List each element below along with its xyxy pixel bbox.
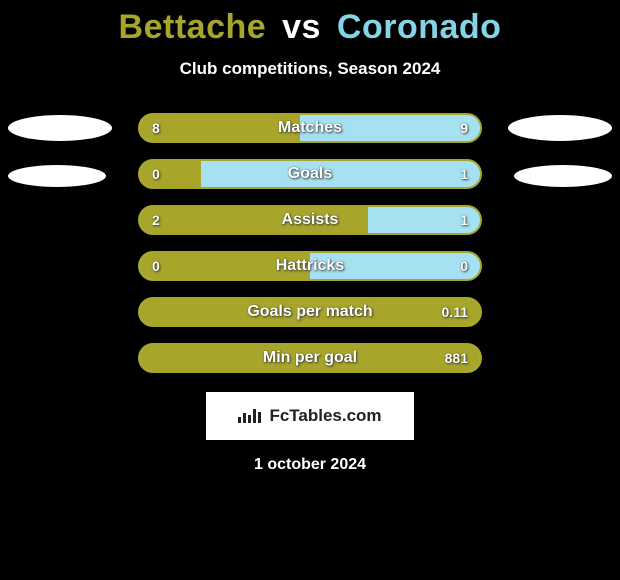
- stat-bar-left-fill: [140, 207, 368, 233]
- stat-row: Goals01: [0, 159, 620, 189]
- stat-right-value: 0: [460, 258, 468, 274]
- stat-bar-left-fill: [140, 299, 480, 325]
- stat-bar: Hattricks00: [138, 251, 482, 281]
- comparison-title: Bettache vs Coronado: [0, 0, 620, 47]
- stat-bar: Min per goal881: [138, 343, 482, 373]
- stat-bar-left-fill: [140, 161, 201, 187]
- stat-bar-left-fill: [140, 345, 480, 371]
- stat-row: Min per goal881: [0, 343, 620, 373]
- logo-text: FcTables.com: [269, 406, 381, 426]
- left-player-marker: [8, 165, 106, 187]
- right-player-marker: [514, 165, 612, 187]
- left-player-marker: [8, 115, 112, 141]
- stat-right-value: 1: [460, 166, 468, 182]
- stat-row: Matches89: [0, 113, 620, 143]
- stat-bar: Goals per match0.11: [138, 297, 482, 327]
- stat-bar-left-fill: [140, 253, 310, 279]
- stat-bar: Assists21: [138, 205, 482, 235]
- right-player-marker: [508, 115, 612, 141]
- title-vs: vs: [282, 8, 321, 46]
- comparison-chart: Matches89 Goals01 Assists21 Hattricks00 Goal…: [0, 113, 620, 373]
- stat-row: Assists21: [0, 205, 620, 235]
- date-label: 1 october 2024: [0, 456, 620, 474]
- fctables-logo: FcTables.com: [206, 392, 414, 440]
- subtitle: Club competitions, Season 2024: [0, 59, 620, 79]
- stat-right-value: 1: [460, 212, 468, 228]
- title-left-player: Bettache: [119, 8, 267, 46]
- stat-bar: Matches89: [138, 113, 482, 143]
- title-right-player: Coronado: [337, 8, 502, 46]
- bar-chart-icon: [238, 409, 263, 423]
- stat-row: Hattricks00: [0, 251, 620, 281]
- stat-bar-left-fill: [140, 115, 300, 141]
- stat-bar: Goals01: [138, 159, 482, 189]
- stat-row: Goals per match0.11: [0, 297, 620, 327]
- stat-right-value: 9: [460, 120, 468, 136]
